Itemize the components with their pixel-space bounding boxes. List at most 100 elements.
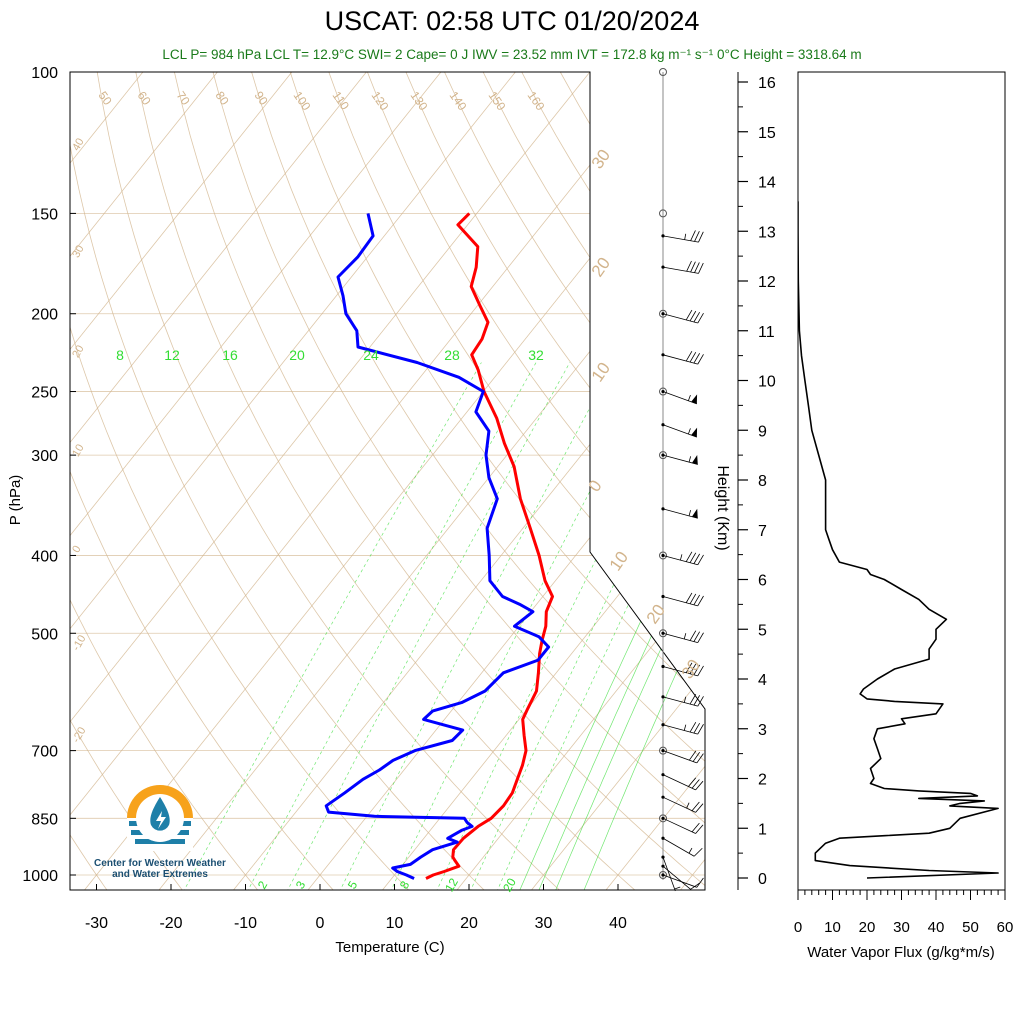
flux-x-tick-label: 30 [893, 919, 910, 936]
x-tick-label: 40 [609, 915, 627, 932]
mixing-ratio-label: 32 [528, 347, 544, 363]
isotherm-label: 20 [643, 601, 669, 627]
mixing-ratio-label: 16 [222, 347, 238, 363]
wind-barb [661, 630, 704, 643]
height-tick-label: 1 [758, 821, 767, 838]
mixing-ratio-label: 28 [444, 347, 460, 363]
y-tick-label: 150 [31, 206, 58, 223]
wind-barb [661, 749, 704, 764]
isotherm-label: 20 [588, 254, 614, 280]
wind-barb-staff [662, 856, 676, 892]
isotherm-label: 40 [70, 136, 87, 153]
mixing-ratio-line [582, 362, 705, 890]
mixing-ratio-label: 12 [442, 875, 461, 894]
mixing-ratio-line [469, 362, 705, 890]
wind-barb-feather [693, 723, 700, 734]
wind-barb-staff [662, 724, 698, 735]
mixing-ratio-line [518, 362, 705, 890]
y-axis-label: P (hPa) [7, 475, 24, 526]
wind-barb-feather [697, 554, 704, 565]
y-tick-label: 850 [31, 811, 58, 828]
wind-barb [661, 855, 681, 892]
dry-adiabat [70, 72, 260, 890]
wind-barb [661, 873, 704, 888]
dry-adiabat [367, 72, 705, 890]
wind-barb-staff [662, 666, 698, 677]
dry-adiabat-label: 120 [369, 89, 392, 114]
wind-barb-feather [698, 262, 704, 274]
isotherm [70, 72, 442, 890]
isotherm-label: -10 [70, 633, 88, 653]
water-drop-sun-icon [127, 785, 193, 851]
wind-barb-feather [688, 750, 697, 761]
wind-barb [661, 551, 704, 566]
mixing-ratio-label: 12 [164, 347, 180, 363]
wind-barb-feather [693, 631, 700, 642]
x-axis-label: Temperature (C) [335, 939, 444, 956]
isotherm-label: 10 [588, 359, 614, 385]
wind-barb-feather [692, 752, 700, 762]
wind-barb-half-feather [687, 428, 691, 435]
wind-barb [661, 662, 704, 677]
mixing-ratio-line [554, 362, 705, 890]
logo-caption-line1: Center for Western Weather [94, 858, 226, 869]
x-tick-label: -10 [234, 915, 257, 932]
wind-barb-feather [696, 877, 704, 888]
wind-barb [661, 721, 704, 735]
wind-barb-staff [662, 696, 698, 707]
wind-barb [661, 836, 703, 857]
height-tick-label: 11 [758, 324, 775, 341]
wind-barb-staff [662, 632, 698, 643]
dry-adiabat-label: 80 [213, 89, 232, 108]
isotherm [753, 72, 1024, 892]
height-tick-label: 10 [758, 374, 776, 391]
wind-barb-feather [691, 801, 700, 811]
isotherm [604, 72, 705, 890]
wind-barb-feather [685, 309, 693, 321]
wind-barb-half-feather [674, 886, 681, 890]
dry-adiabat-label: 160 [525, 89, 548, 114]
wind-barb-staff [662, 874, 697, 888]
x-tick-label: 30 [535, 915, 553, 932]
mixing-ratio-line [496, 362, 705, 890]
wind-barb-flag [691, 394, 698, 404]
wind-barb-half-feather [686, 802, 690, 809]
barb-level-circle [659, 209, 667, 218]
chart-title: USCAT: 02:58 UTC 01/20/2024 [324, 6, 700, 36]
wind-barb-feather [689, 351, 697, 363]
isotherm-label: -20 [70, 725, 88, 745]
wind-barb-staff [662, 750, 697, 764]
height-axis-label: Height (Km) [714, 465, 731, 550]
wind-barb [661, 230, 704, 243]
barb-level-circle [659, 451, 667, 460]
dry-adiabat [174, 72, 705, 890]
wind-barb-feather [698, 231, 704, 243]
isotherm-label: 10 [606, 548, 632, 574]
wind-barb-feather [690, 261, 696, 273]
height-tick-label: 13 [758, 224, 776, 241]
wind-barb-feather [693, 311, 700, 323]
dry-adiabat [135, 72, 638, 890]
chart-subtitle: LCL P= 984 hPa LCL T= 12.9°C SWI= 2 Cape… [162, 47, 862, 62]
wind-barb-feather [689, 630, 697, 641]
y-tick-label: 700 [31, 744, 58, 761]
wind-barb-feather [697, 312, 704, 324]
mixing-ratio-label: 3 [293, 878, 309, 891]
wind-barb-staff [662, 774, 696, 791]
wind-barb [661, 694, 704, 707]
wind-barb-feather [693, 695, 700, 706]
wind-barb [661, 507, 698, 519]
height-tick-label: 0 [758, 871, 767, 888]
mixing-ratio-line [182, 362, 482, 890]
isotherm [455, 72, 705, 890]
dry-adiabat-label: 110 [330, 89, 353, 113]
wind-barb-feather [685, 551, 693, 562]
dry-adiabat-label: 70 [174, 89, 193, 108]
wind-barb-staff [662, 391, 697, 405]
flux-x-tick-label: 10 [824, 919, 841, 936]
wind-barb-feather [689, 694, 697, 705]
dry-adiabat [289, 72, 705, 890]
mixing-ratio-label: 5 [345, 878, 361, 891]
height-tick-label: 16 [758, 75, 776, 92]
dry-adiabat-label: 50 [96, 89, 115, 108]
